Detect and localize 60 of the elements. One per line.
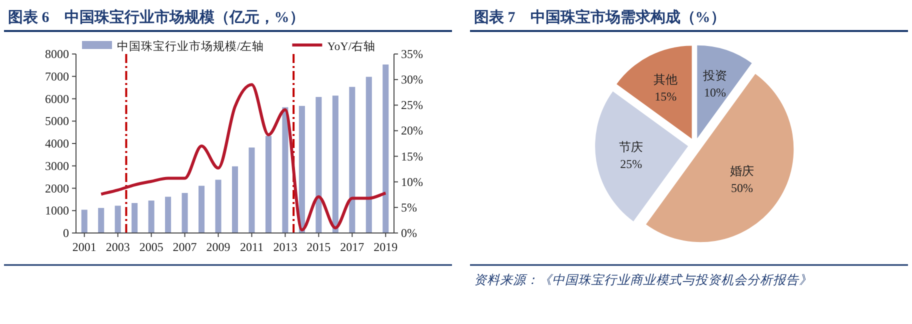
y2-tick-label: 20% — [401, 124, 423, 138]
bar — [332, 96, 338, 233]
data-label: 10% — [704, 86, 726, 100]
slice-label: 节庆 — [619, 140, 644, 154]
x-tick-label: 2007 — [172, 240, 197, 254]
legend-label: YoY/右轴 — [327, 40, 376, 53]
y2-tick-label: 15% — [401, 149, 423, 164]
bar — [198, 186, 205, 233]
bar — [98, 208, 104, 233]
x-tick-label: 2017 — [340, 240, 364, 254]
y-tick-label: 2000 — [45, 181, 69, 196]
y-tick-label: 8000 — [45, 47, 69, 61]
x-tick-label: 2013 — [273, 240, 298, 254]
bar — [282, 107, 288, 233]
chart-title: 图表 6 中国珠宝行业市场规模（亿元，%） — [8, 8, 304, 26]
x-tick-label: 2001 — [72, 240, 96, 254]
bar — [215, 180, 222, 233]
y-tick-label: 7000 — [45, 69, 69, 84]
slice-label: 婚庆 — [730, 164, 754, 178]
legend-label: 中国珠宝行业市场规模/左轴 — [117, 39, 264, 53]
slice-label: 投资 — [702, 68, 727, 83]
bar — [382, 64, 389, 233]
y2-tick-label: 30% — [401, 72, 423, 87]
y2-tick-label: 0% — [401, 226, 417, 240]
bar — [148, 200, 154, 233]
y2-tick-label: 25% — [401, 98, 423, 112]
y2-tick-label: 10% — [401, 174, 423, 189]
data-label: 50% — [731, 181, 754, 196]
chart-title: 图表 7 中国珠宝市场需求构成（%） — [474, 8, 726, 26]
bar — [265, 136, 272, 233]
bar — [248, 148, 255, 233]
bar — [366, 76, 372, 233]
slice-label: 其他 — [654, 72, 678, 86]
y2-tick-label: 35% — [401, 47, 423, 61]
x-tick-label: 2019 — [374, 240, 398, 254]
bar — [232, 166, 238, 233]
y-tick-label: 1000 — [45, 204, 69, 218]
y-tick-label: 5000 — [45, 114, 69, 128]
y2-tick-label: 5% — [401, 200, 417, 214]
line-series — [100, 83, 388, 232]
bar — [165, 196, 172, 233]
x-tick-label: 2003 — [106, 240, 130, 254]
text: 资料来源：《中国珠宝行业商业模式与投资机会分析报告》 — [474, 273, 812, 287]
bar — [182, 192, 188, 233]
y-tick-label: 6000 — [45, 92, 69, 106]
bar — [316, 96, 322, 233]
bar — [132, 203, 138, 233]
data-label: 15% — [654, 89, 677, 104]
bar — [114, 206, 121, 233]
y-tick-label: 3000 — [45, 158, 69, 173]
x-tick-label: 2011 — [240, 240, 264, 254]
data-label: 25% — [620, 157, 642, 172]
x-tick-label: 2009 — [206, 240, 230, 254]
x-tick-label: 2015 — [306, 240, 331, 254]
y-tick-label: 4000 — [45, 136, 69, 150]
x-tick-label: 2005 — [139, 240, 164, 254]
y-tick-label: 0 — [63, 226, 69, 240]
bar — [298, 106, 305, 233]
bar — [349, 86, 356, 233]
bar — [81, 210, 88, 233]
